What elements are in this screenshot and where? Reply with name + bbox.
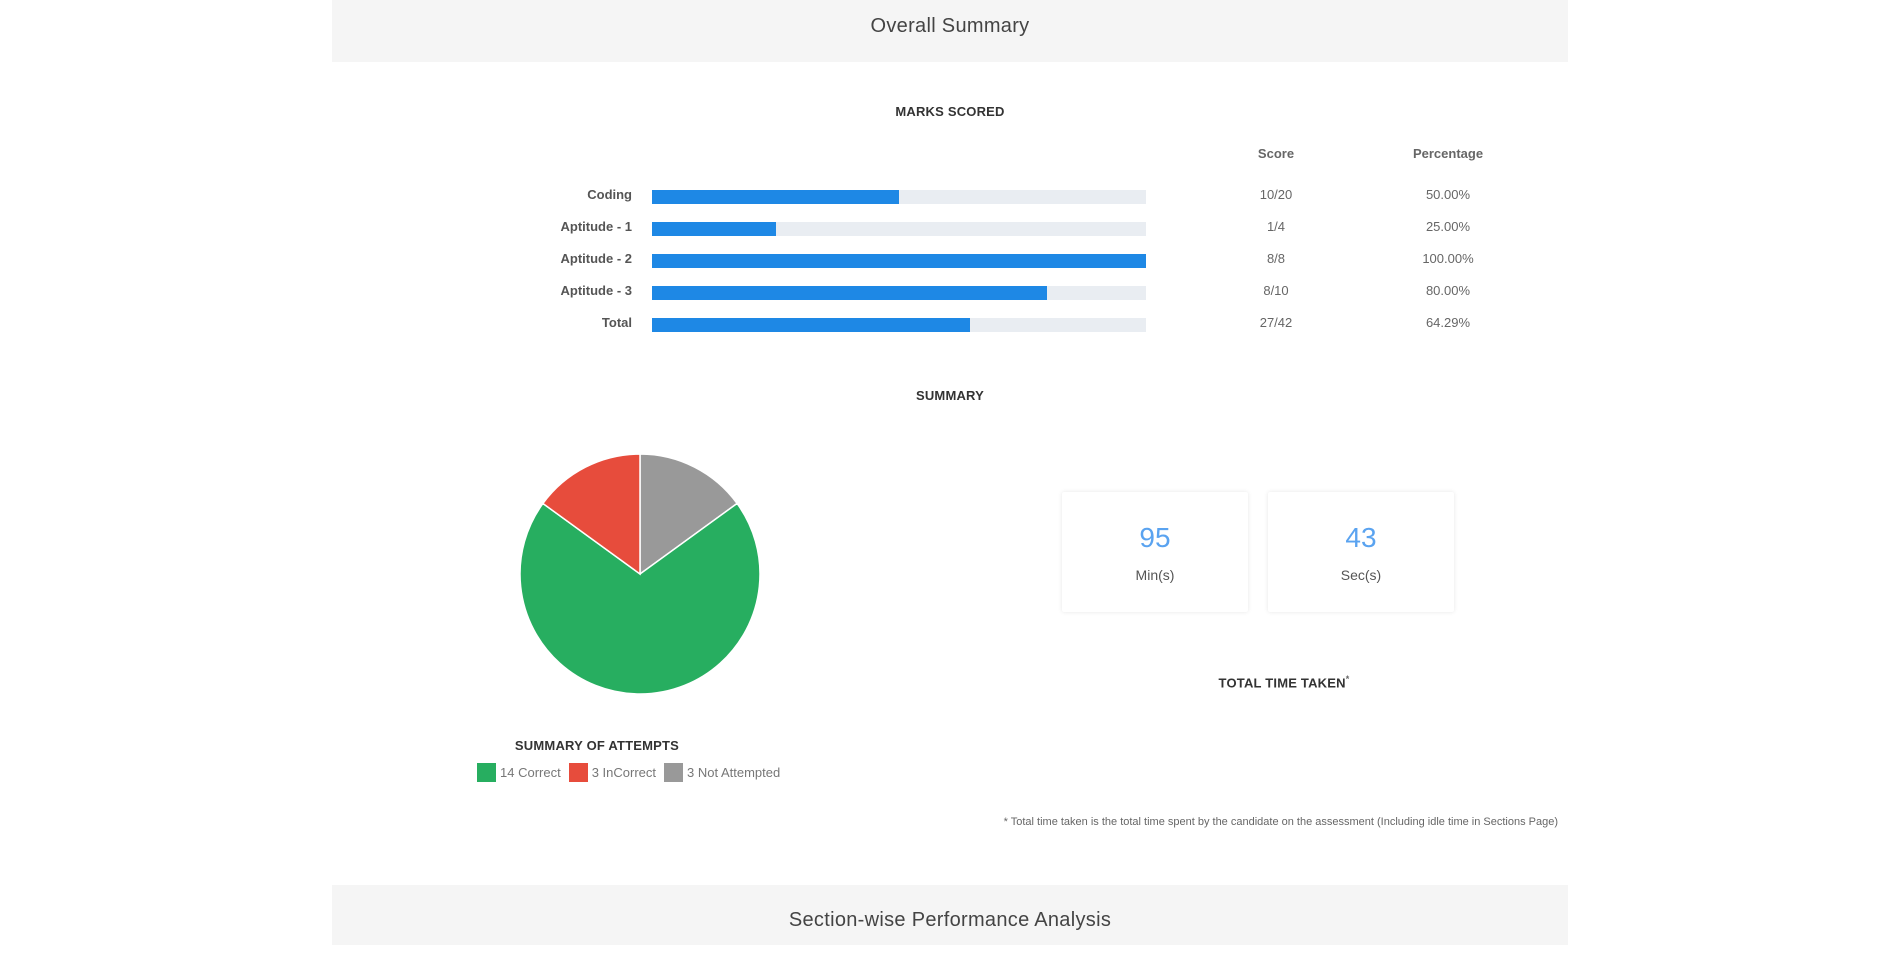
legend-label-incorrect: 3 InCorrect	[591, 765, 657, 780]
legend-item-correct: 14 Correct	[477, 763, 561, 782]
marks-score-total: 27/42	[1259, 315, 1293, 330]
time-minutes-card: 95 Min(s)	[1062, 492, 1248, 612]
marks-score-aptitude-2: 8/8	[1266, 251, 1286, 266]
total-time-asterisk: *	[1345, 674, 1350, 684]
time-seconds-card: 43 Sec(s)	[1268, 492, 1454, 612]
marks-percentage-aptitude-3: 80.00%	[1425, 283, 1471, 298]
percentage-column-header: Percentage	[1412, 146, 1484, 161]
legend-label-not-attempted: 3 Not Attempted	[687, 765, 781, 780]
report-panel: Overall Summary MARKS SCORED Score Perce…	[332, 0, 1568, 945]
total-time-taken-label: TOTAL TIME TAKEN	[1218, 675, 1346, 691]
pie-slice-correct	[519, 502, 761, 695]
legend-swatch-correct	[477, 763, 496, 782]
marks-bar-fill-aptitude-3	[652, 286, 1048, 300]
marks-bar-track-coding	[652, 190, 1146, 204]
summary-of-attempts-title: SUMMARY OF ATTEMPTS	[514, 738, 680, 753]
marks-row-label-aptitude-1: Aptitude - 1	[560, 219, 633, 234]
marks-scored-title: MARKS SCORED	[895, 104, 1005, 119]
legend-label-correct: 14 Correct	[500, 765, 561, 780]
marks-percentage-coding: 50.00%	[1425, 187, 1471, 202]
attempts-pie-chart	[519, 453, 761, 695]
marks-percentage-total: 64.29%	[1425, 315, 1471, 330]
marks-bar-fill-coding	[652, 190, 899, 204]
marks-bar-track-aptitude-3	[652, 286, 1146, 300]
section-analysis-header: Section-wise Performance Analysis	[332, 885, 1568, 945]
marks-percentage-aptitude-1: 25.00%	[1425, 219, 1471, 234]
time-seconds-unit: Sec(s)	[1340, 567, 1382, 583]
total-time-taken-title: TOTAL TIME TAKEN*	[1094, 674, 1474, 690]
marks-bar-track-aptitude-1	[652, 222, 1146, 236]
marks-row-label-total: Total	[601, 315, 632, 330]
marks-bar-track-total	[652, 318, 1146, 332]
legend-swatch-incorrect	[568, 763, 588, 782]
pie-slice-not-attempted	[639, 453, 739, 576]
marks-bar-fill-aptitude-2	[652, 254, 1146, 268]
marks-bar-track-aptitude-2	[652, 254, 1146, 268]
pie-slice-incorrect	[541, 453, 641, 576]
overall-summary-header: Overall Summary	[332, 0, 1568, 62]
legend-item-incorrect: 3 InCorrect	[568, 763, 657, 782]
marks-row-label-aptitude-3: Aptitude - 3	[560, 283, 633, 298]
marks-percentage-aptitude-2: 100.00%	[1422, 251, 1474, 266]
legend-swatch-not-attempted	[664, 763, 684, 782]
marks-bar-fill-total	[652, 318, 970, 332]
attempts-legend: 14 Correct 3 InCorrect 3 Not Attempted	[477, 763, 788, 782]
time-seconds-value: 43	[1345, 522, 1377, 553]
legend-item-not-attempted: 3 Not Attempted	[664, 763, 780, 782]
marks-bar-fill-aptitude-1	[652, 222, 776, 236]
time-footnote: * Total time taken is the total time spe…	[1003, 816, 1558, 828]
marks-score-coding: 10/20	[1259, 187, 1293, 202]
marks-score-aptitude-3: 8/10	[1263, 283, 1289, 298]
marks-row-label-aptitude-2: Aptitude - 2	[560, 251, 633, 266]
summary-title: SUMMARY	[915, 388, 985, 403]
time-minutes-value: 95	[1139, 522, 1171, 553]
marks-row-label-coding: Coding	[587, 187, 632, 202]
marks-score-aptitude-1: 1/4	[1266, 219, 1286, 234]
score-column-header: Score	[1257, 146, 1295, 161]
time-minutes-unit: Min(s)	[1135, 567, 1175, 583]
